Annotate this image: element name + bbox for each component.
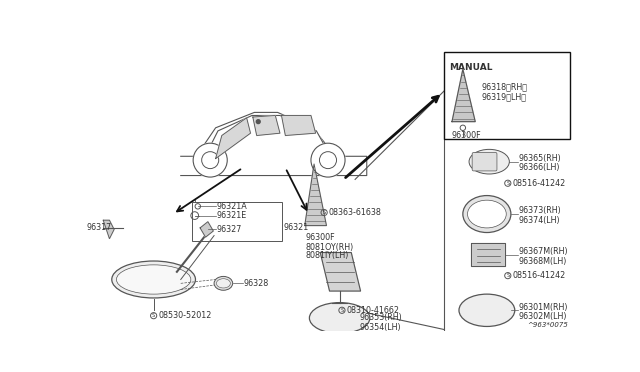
Ellipse shape [216, 279, 230, 288]
Polygon shape [180, 112, 367, 176]
Text: 96321A: 96321A [216, 202, 247, 211]
Ellipse shape [467, 200, 506, 228]
Ellipse shape [116, 265, 191, 294]
Text: 96354(LH): 96354(LH) [359, 323, 401, 332]
Ellipse shape [469, 150, 509, 174]
Text: S: S [506, 181, 509, 186]
Polygon shape [305, 164, 326, 225]
Text: 96367M(RH): 96367M(RH) [518, 247, 568, 256]
Text: S: S [152, 313, 155, 318]
Bar [444, 52, 570, 139]
Text: 96365(RH): 96365(RH) [518, 154, 561, 163]
Text: 96321: 96321 [284, 224, 309, 232]
Text: S: S [506, 273, 509, 278]
Text: S: S [340, 308, 344, 313]
Circle shape [256, 120, 260, 124]
Polygon shape [452, 69, 476, 122]
Polygon shape [472, 243, 505, 266]
Polygon shape [204, 115, 332, 158]
Polygon shape [253, 115, 280, 135]
Text: 96300F: 96300F [452, 131, 482, 140]
Text: 96353(RH): 96353(RH) [359, 314, 402, 323]
Bar [193, 202, 282, 241]
Ellipse shape [309, 302, 370, 333]
Circle shape [193, 143, 227, 177]
Text: MANUAL: MANUAL [449, 63, 492, 72]
Text: 96301M(RH): 96301M(RH) [518, 303, 568, 312]
Polygon shape [103, 220, 114, 239]
Polygon shape [282, 115, 316, 135]
Text: 96317: 96317 [86, 224, 111, 232]
Text: 96328: 96328 [244, 279, 269, 288]
Text: S: S [323, 210, 326, 215]
Text: 96302M(LH): 96302M(LH) [518, 312, 567, 321]
Polygon shape [200, 222, 213, 237]
Text: 96300F: 96300F [305, 233, 335, 242]
Text: 08310-41662: 08310-41662 [347, 306, 399, 315]
Text: 96368M(LH): 96368M(LH) [518, 257, 567, 266]
Text: 08530-52012: 08530-52012 [158, 311, 212, 320]
Text: ^963*0075: ^963*0075 [527, 322, 568, 328]
Circle shape [311, 143, 345, 177]
Text: 96366(LH): 96366(LH) [518, 163, 560, 172]
Text: 96327: 96327 [216, 225, 242, 234]
Text: 08363-61638: 08363-61638 [329, 208, 381, 217]
Text: 8081IY(LH): 8081IY(LH) [305, 251, 349, 260]
Ellipse shape [112, 261, 195, 298]
Polygon shape [216, 118, 250, 158]
Text: 8081OY(RH): 8081OY(RH) [305, 243, 354, 251]
FancyBboxPatch shape [472, 153, 497, 171]
Text: 96321E: 96321E [216, 211, 246, 220]
Polygon shape [320, 253, 360, 291]
Text: 96374(LH): 96374(LH) [518, 216, 560, 225]
Text: 08516-41242: 08516-41242 [513, 271, 566, 280]
Text: 96318〈RH〉: 96318〈RH〉 [481, 83, 527, 92]
Text: 96373(RH): 96373(RH) [518, 206, 561, 215]
Text: 08516-41242: 08516-41242 [513, 179, 566, 188]
Ellipse shape [463, 196, 511, 232]
Ellipse shape [214, 276, 233, 290]
Ellipse shape [459, 294, 515, 327]
Text: 96319〈LH〉: 96319〈LH〉 [481, 93, 527, 102]
